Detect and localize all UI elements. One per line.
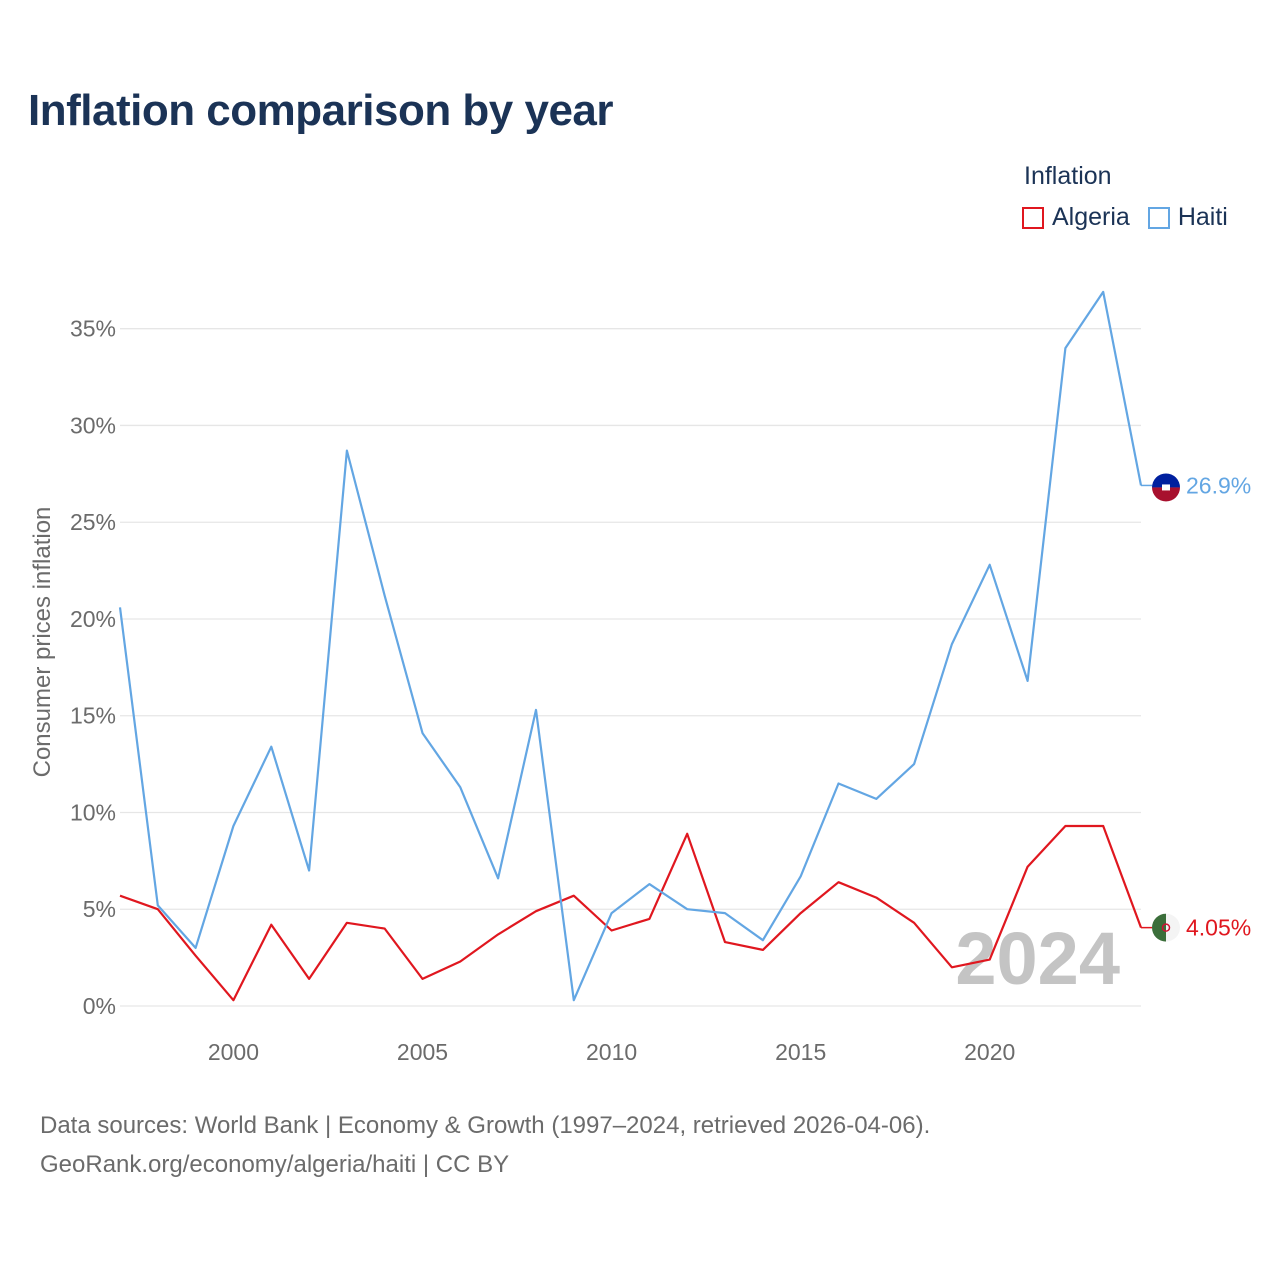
x-tick-label: 2020: [964, 1039, 1015, 1065]
series-lines: [118, 290, 1143, 1002]
haiti-flag-icon: [1152, 473, 1180, 502]
y-tick-label: 10%: [70, 799, 116, 825]
y-axis-label: Consumer prices inflation: [29, 507, 56, 778]
series-line-haiti: [118, 290, 1143, 1002]
y-axis-ticks: 0% 5% 10% 15% 20% 25% 30% 35%: [70, 316, 116, 1019]
end-value-label-algeria: 4.05%: [1186, 915, 1251, 941]
end-markers: 4.05% 26.9%: [1141, 472, 1251, 942]
x-tick-label: 2000: [208, 1039, 259, 1065]
legend: Algeria Haiti: [1022, 203, 1228, 232]
legend-swatch-algeria: [1022, 206, 1044, 229]
y-tick-label: 30%: [70, 412, 116, 438]
end-value-label-haiti: 26.9%: [1186, 472, 1251, 498]
legend-label-algeria: Algeria: [1052, 203, 1130, 231]
footer-source: Data sources: World Bank | Economy & Gro…: [40, 1112, 931, 1139]
legend-label-haiti: Haiti: [1177, 203, 1228, 231]
y-tick-label: 25%: [70, 509, 116, 535]
legend-swatch-haiti: [1147, 206, 1170, 229]
y-tick-label: 35%: [70, 316, 116, 342]
series-line-algeria: [119, 824, 1143, 1002]
y-tick-label: 0%: [83, 993, 116, 1019]
footer-link[interactable]: GeoRank.org/economy/algeria/haiti | CC B…: [40, 1151, 510, 1178]
footer: Data sources: World Bank | Economy & Gro…: [40, 1106, 930, 1184]
x-tick-label: 2005: [397, 1039, 448, 1065]
x-tick-label: 2015: [775, 1039, 826, 1065]
x-axis-ticks: 2000 2005 2010 2015 2020: [208, 1039, 1015, 1065]
y-tick-label: 20%: [70, 606, 116, 632]
year-watermark: 2024: [955, 917, 1120, 1000]
legend-item-algeria[interactable]: Algeria: [1022, 203, 1130, 232]
gridlines: [120, 328, 1141, 1007]
legend-title: Inflation: [1024, 162, 1112, 190]
y-tick-label: 5%: [83, 896, 116, 922]
chart-title: Inflation comparison by year: [28, 86, 614, 135]
y-tick-label: 15%: [70, 703, 116, 729]
legend-item-haiti[interactable]: Haiti: [1147, 203, 1228, 232]
x-tick-label: 2010: [586, 1039, 637, 1065]
algeria-flag-icon: [1152, 913, 1180, 942]
